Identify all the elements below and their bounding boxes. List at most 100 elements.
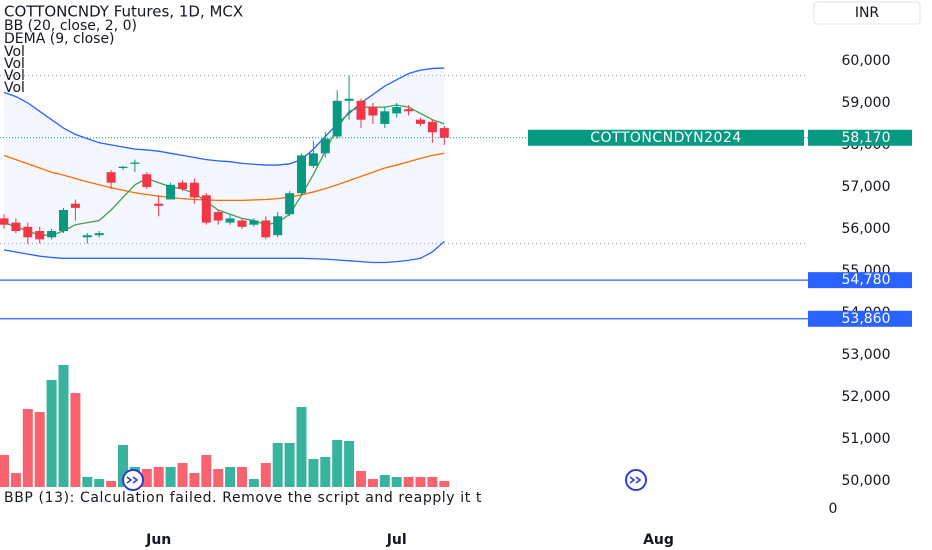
legend-dema: DEMA (9, close) <box>4 31 115 47</box>
candle-body <box>285 193 295 215</box>
candle-body <box>118 166 128 168</box>
x-tick-label: Jun <box>145 532 171 548</box>
icon-circle[interactable] <box>122 469 144 491</box>
icon-circle[interactable] <box>625 469 647 491</box>
price-tag <box>808 310 912 327</box>
volume-bar <box>272 443 283 487</box>
y-tick-label: 59,000 <box>842 95 891 111</box>
volume-bar <box>58 365 69 487</box>
candle-body <box>154 203 164 206</box>
y-tick-label: 56,000 <box>842 221 891 237</box>
y-tick-label: 52,000 <box>842 389 891 405</box>
price-tag <box>808 129 912 146</box>
legend-vol: Vol <box>4 56 25 72</box>
legend-bb: BB (20, close, 2, 0) <box>4 18 137 34</box>
candle-body <box>189 182 199 198</box>
candle-body <box>213 212 223 221</box>
volume-bar <box>403 477 414 487</box>
candle-body <box>201 195 211 223</box>
volume-bar <box>320 457 331 487</box>
candle-body <box>249 220 259 225</box>
volume-bar <box>260 463 271 487</box>
volume-bar <box>225 467 236 487</box>
candle-body <box>308 153 318 166</box>
symbol-tag-label: COTTONCNDYN2024 <box>590 130 742 146</box>
candle-body <box>332 100 342 137</box>
candle-body <box>178 182 187 189</box>
icon-arrows[interactable] <box>629 476 642 484</box>
candle-body <box>0 218 9 225</box>
candle-body <box>404 109 414 112</box>
candle-body <box>70 203 80 208</box>
candle-body <box>380 111 390 124</box>
scroll-icon[interactable] <box>122 469 144 491</box>
x-tick-label: Aug <box>643 532 674 548</box>
candle-body <box>261 220 271 238</box>
volume-bar <box>344 441 355 487</box>
candle-body <box>59 210 68 231</box>
volume-bar <box>415 477 426 487</box>
icon-arrows[interactable] <box>126 476 139 484</box>
volume-bar <box>201 455 212 487</box>
volume-bar <box>0 455 9 487</box>
scroll-icon[interactable] <box>625 469 647 491</box>
volume-bar <box>296 407 307 487</box>
bbp-message: BBP (13): Calculation failed. Remove the… <box>4 490 482 506</box>
bb-fill <box>4 68 445 263</box>
bb-basis <box>3 152 445 201</box>
candle-body <box>273 216 283 236</box>
chart-title: COTTONCNDY Futures, 1D, MCX <box>4 3 243 21</box>
price-tag-label: 54,780 <box>842 272 891 288</box>
bbp-tick-label: 0 <box>829 501 838 517</box>
volume-bar <box>177 463 188 487</box>
candle-body <box>427 121 437 133</box>
price-tag-label: 58,170 <box>842 130 891 146</box>
candle-body <box>23 226 33 238</box>
bb-upper <box>3 67 445 166</box>
currency-box[interactable] <box>813 1 921 25</box>
currency[interactable]: INR <box>855 5 880 21</box>
symbol-tag <box>528 129 804 146</box>
volume-bar <box>248 479 259 487</box>
candle-body <box>320 138 330 154</box>
y-tick-label: 60,000 <box>842 53 891 69</box>
volume-bar <box>118 445 128 487</box>
legend-vol: Vol <box>4 44 25 60</box>
volume-bar <box>356 471 366 487</box>
candle-body <box>130 162 140 164</box>
candle-body <box>237 220 247 227</box>
legend-vol: Vol <box>4 68 25 84</box>
volume-bar <box>70 393 81 487</box>
candle-body <box>142 174 152 187</box>
volume-bar <box>213 469 224 487</box>
x-tick-label: Jul <box>386 532 407 548</box>
volume-bar <box>284 443 295 487</box>
candle-body <box>94 233 104 236</box>
volume-bar <box>153 467 164 487</box>
candle-body <box>11 222 21 231</box>
candle-body <box>439 128 449 138</box>
labels: COTTONCNDY Futures, 1D, MCX BB (20, clos… <box>4 1 921 548</box>
candle-body <box>416 119 425 124</box>
y-tick-label: 51,000 <box>842 431 891 447</box>
candle-body <box>47 231 57 238</box>
volume-bar <box>165 467 176 487</box>
volume-bar <box>379 475 390 487</box>
plot-area <box>0 67 808 487</box>
volume-bar <box>22 409 33 487</box>
candle-body <box>344 98 354 101</box>
volume-bar <box>189 473 200 487</box>
candle-body <box>392 107 402 114</box>
candle-body <box>356 100 366 120</box>
candle-body <box>297 155 306 194</box>
candle-body <box>368 107 378 116</box>
volume-bar <box>34 412 45 487</box>
price-tag-label: 53,860 <box>842 311 891 327</box>
bb-lower <box>3 241 445 264</box>
y-tick-label: 57,000 <box>842 179 891 195</box>
volume-bar <box>308 459 319 487</box>
volume-bar <box>367 479 378 487</box>
y-tick-label: 50,000 <box>842 473 891 489</box>
